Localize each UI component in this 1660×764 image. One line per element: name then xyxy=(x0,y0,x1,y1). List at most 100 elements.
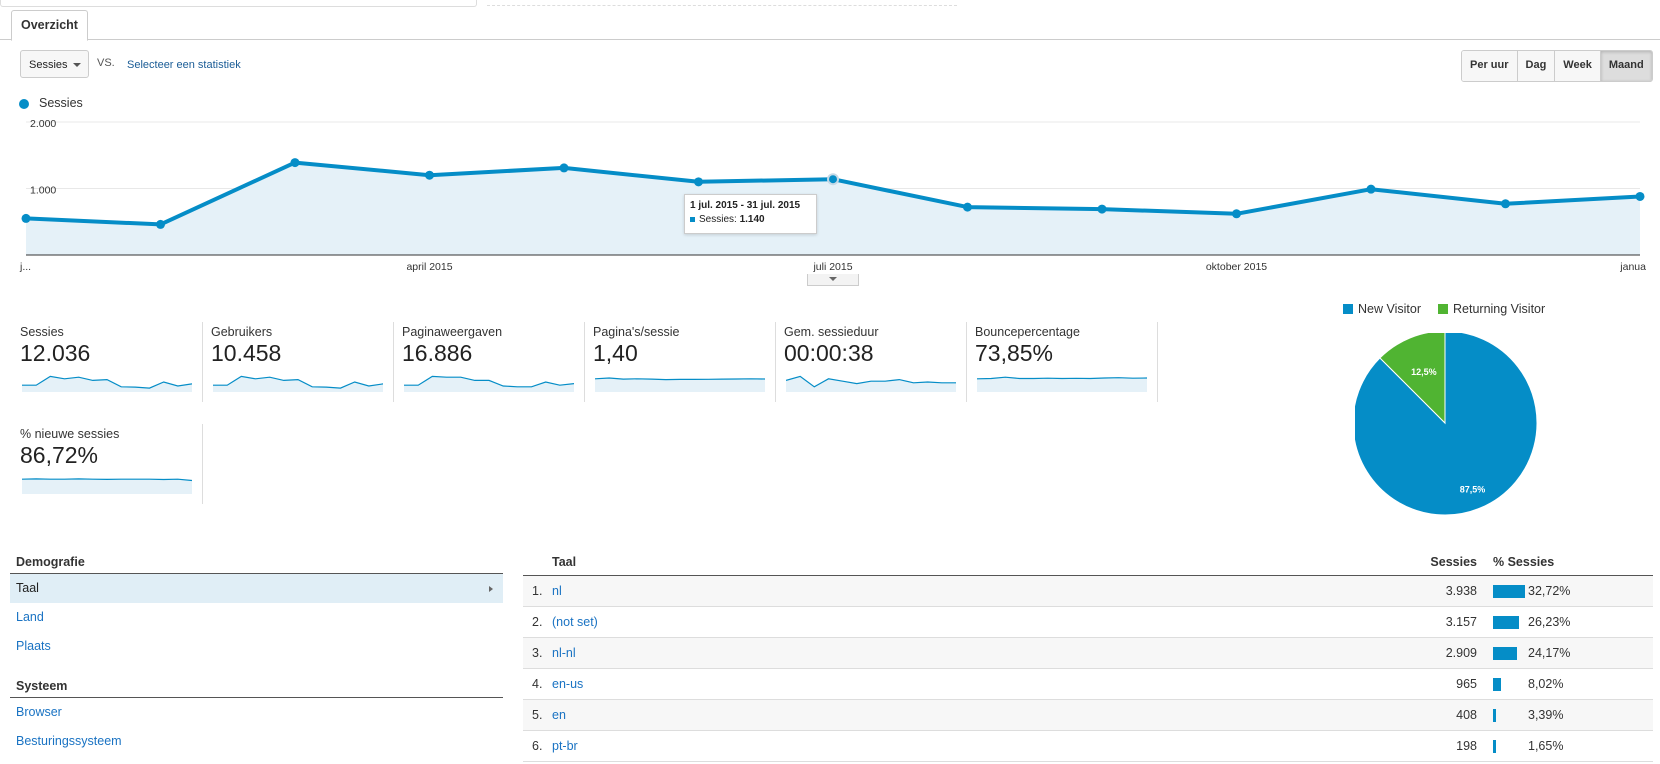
metric-card[interactable]: Pagina's/sessie 1,40 xyxy=(593,322,776,402)
data-point[interactable] xyxy=(290,158,300,168)
metric-card[interactable]: Sessies 12.036 xyxy=(20,322,203,402)
metric-value: 10.458 xyxy=(211,340,282,366)
data-point[interactable] xyxy=(694,177,703,187)
metric-label: % nieuwe sessies xyxy=(20,427,120,441)
line-chart: 2.000 1.000 j... april 2015 juli 2015 oktober… xyxy=(0,110,1660,280)
row-language-link[interactable]: (not set) xyxy=(552,615,598,629)
row-language-link[interactable]: en xyxy=(552,708,566,722)
nav-item-besturingssysteem[interactable]: Besturingssysteem xyxy=(10,727,503,756)
row-pct: 3,39% xyxy=(1528,708,1564,722)
metric-sparkline xyxy=(786,375,956,392)
row-pct-bar xyxy=(1493,585,1525,598)
pie-slice[interactable] xyxy=(1355,333,1538,516)
metric-card[interactable]: Gebruikers 10.458 xyxy=(211,322,394,402)
period-dag-button[interactable]: Dag xyxy=(1517,51,1556,81)
pie-legend-returning-visitor: Returning Visitor xyxy=(1438,302,1545,316)
sparkline-area xyxy=(786,376,956,392)
nav-item-label: Plaats xyxy=(16,639,51,653)
nav-systeem-list: Browser Besturingssysteem xyxy=(10,698,503,756)
sparkline-area xyxy=(22,478,192,494)
data-point[interactable] xyxy=(1097,204,1107,214)
table-row: 4. en-us 965 8,02% xyxy=(523,669,1653,700)
metric-select-label: Sessies xyxy=(29,59,68,71)
column-header-pct-sessies[interactable]: % Sessies xyxy=(1493,555,1555,569)
metric-sparkline xyxy=(22,478,192,494)
sparkline-area xyxy=(977,377,1147,392)
metric-card[interactable]: Paginaweergaven 16.886 xyxy=(402,322,585,402)
data-point[interactable] xyxy=(1232,209,1241,219)
nav-item-label: Besturingssysteem xyxy=(16,734,122,748)
row-language-link[interactable]: nl-nl xyxy=(552,646,576,660)
series-legend-label: Sessies xyxy=(39,96,83,110)
period-week-button[interactable]: Week xyxy=(1555,51,1601,81)
nav-item-browser[interactable]: Browser xyxy=(10,698,503,727)
period-toggle: Per uur Dag Week Maand xyxy=(1461,50,1653,82)
pie-slice[interactable] xyxy=(1379,333,1446,425)
metric-select[interactable]: Sessies xyxy=(20,50,89,78)
tab-divider xyxy=(0,39,1660,40)
row-pct: 1,65% xyxy=(1528,739,1564,753)
chart-collapse-handle[interactable] xyxy=(807,274,859,286)
series-area xyxy=(26,162,1640,255)
column-header-sessies[interactable]: Sessies xyxy=(1430,555,1477,569)
data-point[interactable] xyxy=(1501,199,1510,209)
row-pct-bar xyxy=(1493,709,1497,722)
data-point[interactable] xyxy=(559,163,569,173)
metric-card[interactable]: % nieuwe sessies 86,72% xyxy=(20,424,203,504)
pie-legend-new-visitor: New Visitor xyxy=(1343,302,1421,316)
metric-card[interactable]: Gem. sessieduur 00:00:38 xyxy=(784,322,967,402)
metric-value: 86,72% xyxy=(20,442,99,468)
row-rank: 1. xyxy=(532,584,543,598)
data-point[interactable] xyxy=(1635,191,1645,201)
tab-overzicht[interactable]: Overzicht xyxy=(11,10,88,41)
data-point[interactable] xyxy=(21,213,31,223)
period-per-uur-button[interactable]: Per uur xyxy=(1462,51,1518,81)
metric-sparkline xyxy=(213,375,383,392)
chart-tooltip: 1 jul. 2015 - 31 jul. 2015 Sessies: 1.14… xyxy=(684,194,817,234)
x-tick-label: oktober 2015 xyxy=(1206,261,1267,273)
data-point[interactable] xyxy=(827,173,839,186)
row-language-link[interactable]: nl xyxy=(552,584,562,598)
tooltip-value: 1.140 xyxy=(739,214,765,225)
row-sessions: 3.157 xyxy=(1445,615,1477,629)
data-point[interactable] xyxy=(1366,184,1376,194)
table-row: 6. pt-br 198 1,65% xyxy=(523,731,1653,762)
metric-card[interactable]: Bouncepercentage 73,85% xyxy=(975,322,1158,402)
nav-item-taal[interactable]: Taal xyxy=(10,574,503,603)
nav-item-plaats[interactable]: Plaats xyxy=(10,632,503,661)
metric-value: 16.886 xyxy=(402,340,473,366)
row-rank: 4. xyxy=(532,677,543,691)
chevron-down-icon xyxy=(829,277,837,281)
table-row: 1. nl 3.938 32,72% xyxy=(523,576,1653,607)
row-pct: 8,02% xyxy=(1528,677,1564,691)
compare-metric-link[interactable]: Selecteer een statistiek xyxy=(127,59,241,71)
data-point[interactable] xyxy=(963,202,972,212)
metric-label: Gebruikers xyxy=(211,325,273,339)
x-tick-label: juli 2015 xyxy=(812,261,852,273)
metric-sparkline xyxy=(595,377,765,392)
period-maand-button[interactable]: Maand xyxy=(1600,51,1652,81)
y-tick-label: 2.000 xyxy=(30,118,56,130)
table-body: 1. nl 3.938 32,72% 2. (not set) 3.157 26,23% 3. n… xyxy=(523,576,1653,762)
sparkline-line xyxy=(786,375,956,388)
sparkline-area xyxy=(213,376,383,392)
row-language-link[interactable]: en-us xyxy=(552,677,584,691)
visitor-pie-chart: 87,5% 12,5% xyxy=(1355,333,1538,516)
section-title-systeem: Systeem xyxy=(10,679,503,698)
metric-value: 1,40 xyxy=(593,340,638,366)
sparkline-line xyxy=(213,375,383,389)
nav-demografie-list: Taal Land Plaats xyxy=(10,574,503,661)
metric-label: Paginaweergaven xyxy=(402,325,503,339)
legend-swatch-icon xyxy=(1343,304,1353,314)
chevron-down-icon xyxy=(73,63,81,67)
data-point[interactable] xyxy=(425,170,434,180)
nav-item-land[interactable]: Land xyxy=(10,603,503,632)
data-point[interactable] xyxy=(156,219,165,229)
metric-value: 73,85% xyxy=(975,340,1054,366)
row-language-link[interactable]: pt-br xyxy=(552,739,578,753)
metric-label: Pagina's/sessie xyxy=(593,325,680,339)
y-tick-label: 1.000 xyxy=(30,185,56,197)
top-search-box xyxy=(0,0,477,7)
metric-sparkline xyxy=(22,375,192,392)
pie-legend-label: New Visitor xyxy=(1358,302,1421,316)
